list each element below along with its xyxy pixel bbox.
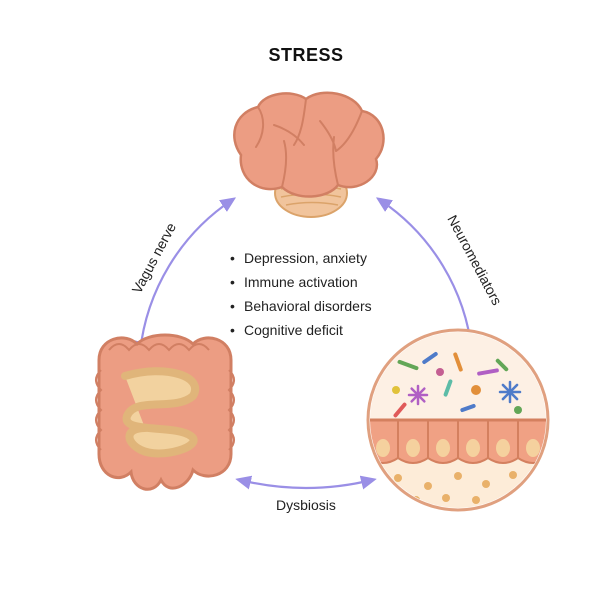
list-item: Cognitive deficit [230,322,372,338]
list-item: Behavioral disorders [230,298,372,314]
effects-list: Depression, anxiety Immune activation Be… [230,250,372,346]
page-title: STRESS [0,45,612,66]
edge-label-vagus: Vagus nerve [129,220,180,296]
microbiome-icon [358,320,558,520]
list-item: Depression, anxiety [230,250,372,266]
edge-label-neuromediators: Neuromediators [444,212,505,307]
list-item: Immune activation [230,274,372,290]
edge-label-dysbiosis: Dysbiosis [276,497,336,513]
brain-icon [216,85,396,225]
intestine-icon [65,320,255,520]
